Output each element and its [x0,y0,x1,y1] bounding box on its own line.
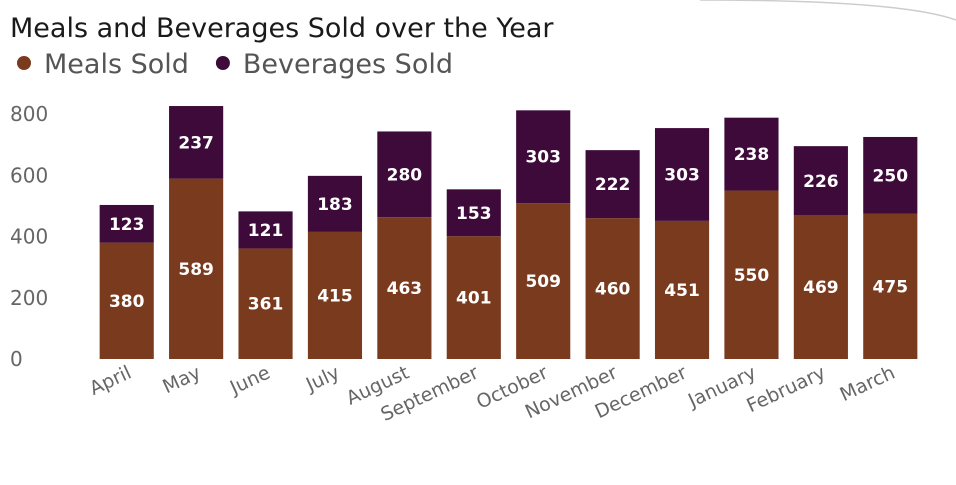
beverages-bar-october[interactable] [516,110,571,204]
legend-label-1: Beverages Sold [243,49,453,80]
beverages-value-label: 238 [734,145,770,165]
meals-value-label: 550 [734,266,770,286]
beverages-bar-august[interactable] [377,131,432,218]
legend-marker-0 [17,56,31,70]
meals-value-label: 589 [178,260,214,280]
x-tick-label-may: May [159,362,204,399]
beverages-bar-december[interactable] [654,128,710,221]
meals-value-label: 451 [664,281,700,301]
y-tick-label: 200 [10,286,48,310]
meals-value-label: 469 [803,278,839,298]
beverages-bar-january[interactable] [724,117,779,191]
meals-bar-april[interactable] [99,242,154,359]
beverages-bar-april[interactable] [99,204,154,243]
x-tick-label-july: July [302,362,343,397]
meals-value-label: 509 [525,272,561,292]
legend-marker-1 [215,56,230,70]
y-tick-label: 600 [10,163,48,187]
beverages-bar-november[interactable] [585,150,640,219]
beverages-bar-march[interactable] [863,136,918,214]
meals-bar-december[interactable] [654,220,710,359]
beverages-value-label: 237 [178,133,214,153]
meals-bar-july[interactable] [307,231,363,359]
x-tick-label-february: February [743,362,829,418]
meals-value-label: 401 [456,289,492,309]
beverages-value-label: 123 [109,215,145,235]
beverages-value-label: 250 [873,166,909,186]
meals-value-label: 415 [317,286,353,306]
legend: Meals Sold Beverages Sold [17,49,453,80]
beverages-value-label: 226 [803,172,839,192]
meals-value-label: 460 [595,280,631,300]
beverages-bar-july[interactable] [307,175,363,232]
meals-bar-march[interactable] [863,213,918,359]
y-axis: 0 200 400 600 800 [10,102,48,371]
bars: 380 123 589 237 361 121 415 183 463 280 401 153 509 3… [99,106,918,359]
meals-bar-september[interactable] [446,236,501,359]
corner-decoration [699,0,956,21]
chart-title: Meals and Beverages Sold over the Year [10,13,554,44]
beverages-bar-september[interactable] [446,189,501,237]
y-tick-label: 0 [10,347,23,371]
meals-bar-may[interactable] [169,178,224,359]
meals-bar-june[interactable] [238,248,293,359]
x-axis: April May June July AugustSeptemberOctoberNo… [86,362,898,426]
beverages-bar-may[interactable] [169,106,224,179]
beverages-value-label: 222 [595,175,631,195]
meals-value-label: 475 [873,277,909,297]
x-tick-label-april: April [86,362,135,400]
beverages-value-label: 183 [317,195,353,215]
y-tick-label: 400 [10,225,48,249]
beverages-bar-february[interactable] [793,146,848,216]
x-tick-label-march: March [837,362,899,406]
meals-bar-november[interactable] [585,218,640,359]
beverages-value-label: 121 [248,221,284,241]
meals-bar-october[interactable] [516,203,571,359]
legend-label-0: Meals Sold [44,49,189,80]
meals-bar-january[interactable] [724,190,779,359]
x-tick-label-june: June [226,362,274,400]
beverages-value-label: 280 [387,165,423,185]
beverages-value-label: 303 [664,165,700,185]
meals-bar-february[interactable] [793,215,848,359]
meals-bar-august[interactable] [377,217,432,359]
y-tick-label: 800 [10,102,48,126]
beverages-value-label: 153 [456,204,492,224]
meals-value-label: 380 [109,292,145,312]
meals-value-label: 361 [248,295,284,315]
beverages-bar-june[interactable] [238,211,293,249]
beverages-value-label: 303 [525,148,561,168]
meals-value-label: 463 [387,279,423,299]
